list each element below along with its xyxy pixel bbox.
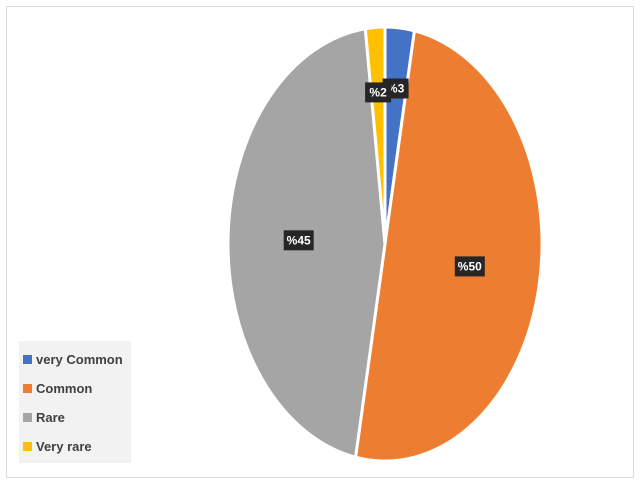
data-label-text-rare: %45 xyxy=(287,233,311,247)
pie-labels: %3 %50 %45 %2 xyxy=(283,78,485,277)
pie-slice-very-rare xyxy=(363,25,387,246)
data-label-very-rare: %2 xyxy=(365,82,392,103)
legend-swatch-common xyxy=(23,384,32,393)
legend-label-very-rare: Very rare xyxy=(36,439,92,454)
legend-swatch-rare xyxy=(23,413,32,422)
legend-swatch-very-common xyxy=(23,355,32,364)
legend-item-common: Common xyxy=(23,374,127,403)
legend-label-common: Common xyxy=(36,381,93,396)
data-label-text-very-rare: %2 xyxy=(369,85,387,99)
data-label-text-very-common: %3 xyxy=(387,82,405,96)
data-label-box-rare xyxy=(283,230,314,251)
legend-swatch-very-rare xyxy=(23,442,32,451)
legend: very Common Common Rare Very rare xyxy=(19,341,131,463)
data-label-common: %50 xyxy=(454,256,485,277)
data-label-rare: %45 xyxy=(283,230,314,251)
data-label-box-common xyxy=(454,256,485,277)
legend-item-rare: Rare xyxy=(23,403,127,432)
legend-item-very-common: very Common xyxy=(23,345,127,374)
legend-item-very-rare: Very rare xyxy=(23,432,127,461)
legend-label-rare: Rare xyxy=(36,410,65,425)
chart-frame: %3 %50 %45 %2 very Common Common Rare Very … xyxy=(6,6,634,478)
data-label-text-common: %50 xyxy=(458,259,482,273)
pie-chart: %3 %50 %45 %2 xyxy=(226,25,544,463)
data-label-box-very-rare xyxy=(365,82,392,103)
legend-label-very-common: very Common xyxy=(36,352,123,367)
pie-slice-common xyxy=(354,29,544,463)
